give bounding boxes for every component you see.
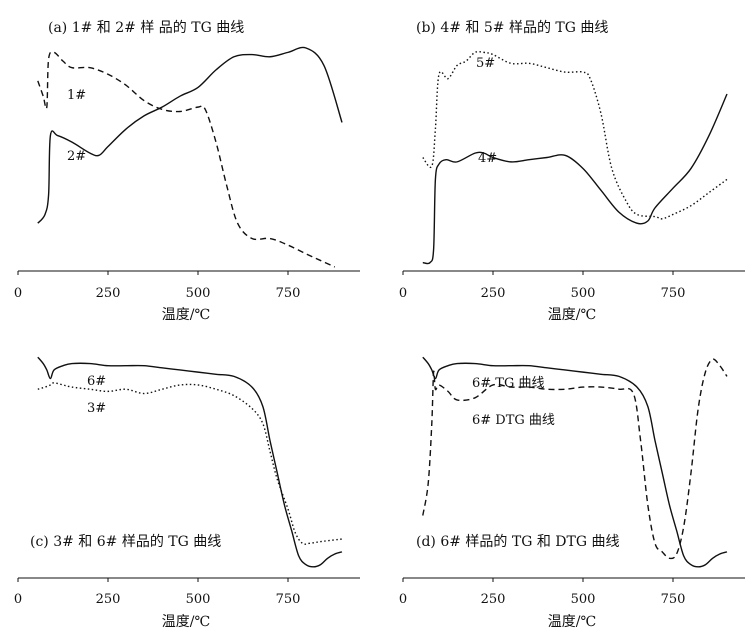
series-label-6: 6# [87, 374, 106, 389]
series-line-0 [37, 51, 336, 268]
panel-b: (b) 4# 和 5# 样品的 TG 曲线 0 250 500 750 5# 4# 温… [399, 20, 745, 323]
x-tick-label: 250 [481, 286, 506, 301]
panel-c-x-ticks: 0 250 500 750 [14, 578, 301, 607]
x-tick-label: 500 [571, 286, 596, 301]
series-label-6-dtg: 6# DTG 曲线 [472, 413, 555, 428]
x-tick-label: 0 [399, 286, 407, 301]
series-line-1 [37, 382, 343, 545]
x-tick-label: 250 [96, 286, 121, 301]
series-label-4: 4# [478, 151, 497, 166]
series-label-3: 3# [87, 401, 106, 416]
x-tick-label: 250 [481, 592, 506, 607]
panel-a-title: (a) 1# 和 2# 样 品的 TG 曲线 [48, 20, 244, 36]
x-tick-label: 500 [186, 286, 211, 301]
x-tick-label: 750 [276, 286, 301, 301]
x-tick-label: 750 [661, 592, 686, 607]
series-line-0 [422, 50, 728, 220]
panel-a-x-ticks: 0 250 500 750 [14, 271, 301, 301]
series-line-1 [37, 46, 343, 224]
series-label-5: 5# [476, 56, 495, 71]
panel-b-x-ticks: 0 250 500 750 [399, 271, 686, 301]
panel-d-series [422, 356, 728, 568]
series-line-0 [37, 356, 343, 568]
panel-d-x-ticks: 0 250 500 750 [399, 578, 686, 607]
panel-d-title: (d) 6# 样品的 TG 和 DTG 曲线 [416, 534, 620, 550]
panel-c-x-label: 温度/℃ [162, 614, 210, 630]
panel-b-series [422, 50, 728, 265]
series-label-1: 1# [67, 88, 86, 103]
panel-c-series [37, 356, 343, 568]
panel-a-x-label: 温度/℃ [162, 307, 210, 323]
x-tick-label: 750 [661, 286, 686, 301]
x-tick-label: 750 [276, 592, 301, 607]
panel-b-title: (b) 4# 和 5# 样品的 TG 曲线 [416, 20, 608, 36]
panel-d-x-label: 温度/℃ [548, 614, 596, 630]
x-tick-label: 250 [96, 592, 121, 607]
series-line-1 [422, 358, 728, 560]
series-line-0 [422, 356, 728, 568]
x-tick-label: 500 [186, 592, 211, 607]
series-label-2: 2# [67, 149, 86, 164]
panel-a: (a) 1# 和 2# 样 品的 TG 曲线 0 250 500 750 1# 2# … [14, 20, 360, 323]
x-tick-label: 0 [14, 286, 22, 301]
panel-a-series [37, 46, 343, 268]
x-tick-label: 0 [399, 592, 407, 607]
series-line-1 [422, 93, 728, 265]
panel-c: (c) 3# 和 6# 样品的 TG 曲线 0 250 500 750 6# 3# 温… [14, 356, 360, 630]
panel-d: (d) 6# 样品的 TG 和 DTG 曲线 0 250 500 750 6# TG … [399, 356, 745, 630]
series-label-6-tg: 6# TG 曲线 [472, 376, 544, 391]
x-tick-label: 0 [14, 592, 22, 607]
panel-c-title: (c) 3# 和 6# 样品的 TG 曲线 [30, 534, 221, 550]
panel-b-x-label: 温度/℃ [548, 307, 596, 323]
x-tick-label: 500 [571, 592, 596, 607]
